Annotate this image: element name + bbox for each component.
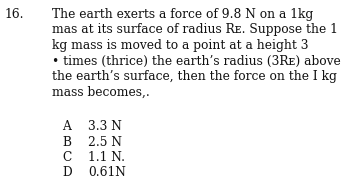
Text: C: C xyxy=(62,151,71,164)
Text: 2.5 N: 2.5 N xyxy=(88,135,122,148)
Text: 1.1 N.: 1.1 N. xyxy=(88,151,125,164)
Text: 16.: 16. xyxy=(5,8,24,21)
Text: A: A xyxy=(62,120,71,133)
Text: mas at its surface of radius Rᴇ. Suppose the 1: mas at its surface of radius Rᴇ. Suppose… xyxy=(52,23,338,36)
Text: kg mass is moved to a point at a height 3: kg mass is moved to a point at a height … xyxy=(52,39,308,52)
Text: • times (thrice) the earth’s radius (3Rᴇ) above: • times (thrice) the earth’s radius (3Rᴇ… xyxy=(52,55,341,68)
Text: 3.3 N: 3.3 N xyxy=(88,120,122,133)
Text: the earth’s surface, then the force on the I kg: the earth’s surface, then the force on t… xyxy=(52,70,337,83)
Text: The earth exerts a force of 9.8 N on a 1kg: The earth exerts a force of 9.8 N on a 1… xyxy=(52,8,313,21)
Text: 0.61N: 0.61N xyxy=(88,166,126,179)
Text: D: D xyxy=(62,166,72,179)
Text: B: B xyxy=(62,135,71,148)
Text: mass becomes,.: mass becomes,. xyxy=(52,86,150,99)
